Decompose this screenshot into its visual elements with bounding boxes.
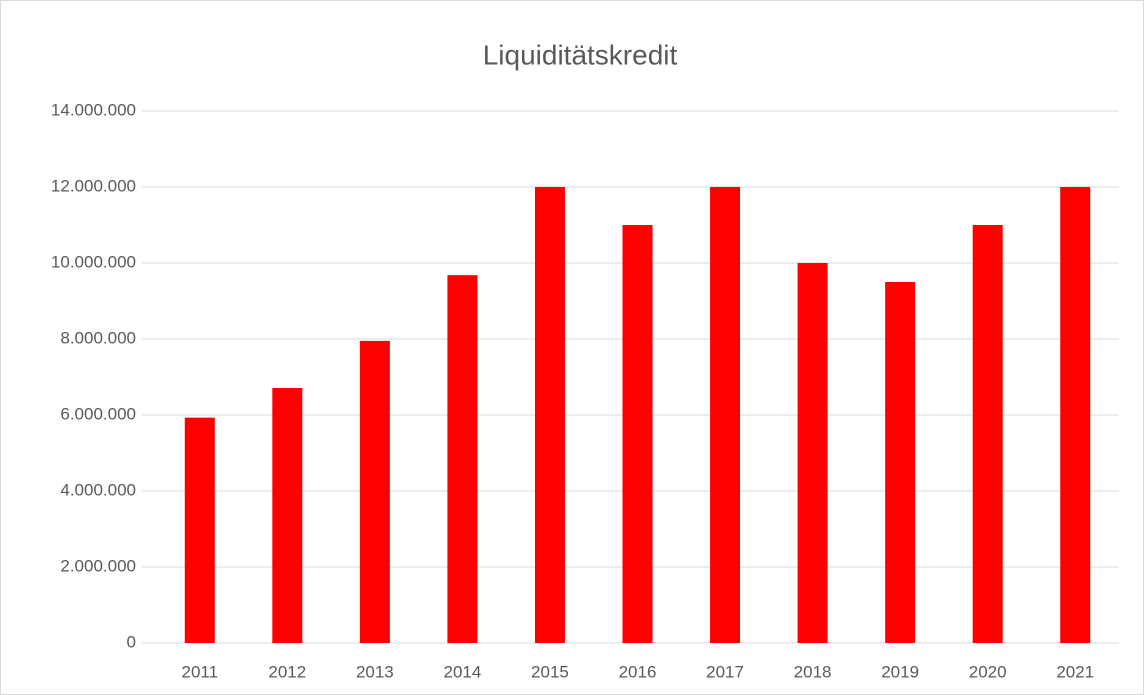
y-tick-label: 0: [127, 632, 136, 651]
x-tick-label: 2019: [881, 662, 919, 681]
x-tick-label: 2012: [268, 662, 306, 681]
chart-title: Liquiditätskredit: [483, 39, 678, 70]
bar: [710, 187, 741, 643]
x-tick-label: 2013: [356, 662, 394, 681]
bar: [1060, 187, 1091, 643]
x-tick-label: 2020: [969, 662, 1007, 681]
bar: [797, 263, 828, 643]
y-tick-label: 12.000.000: [51, 176, 136, 195]
bar: [272, 388, 303, 643]
x-tick-label: 2018: [794, 662, 832, 681]
x-tick-label: 2017: [706, 662, 744, 681]
y-tick-label: 8.000.000: [60, 328, 136, 347]
x-tick-label: 2011: [181, 662, 218, 681]
y-tick-label: 10.000.000: [51, 252, 136, 271]
bar: [972, 225, 1003, 643]
y-tick-label: 14.000.000: [51, 100, 136, 119]
y-tick-label: 6.000.000: [60, 404, 136, 423]
x-tick-label: 2021: [1056, 662, 1094, 681]
bar: [447, 275, 478, 643]
bar: [534, 187, 565, 643]
y-tick-label: 4.000.000: [60, 480, 136, 499]
x-tick-label: 2014: [443, 662, 481, 681]
x-tick-label: 2016: [619, 662, 657, 681]
x-tick-label: 2015: [531, 662, 569, 681]
bar: [184, 417, 215, 643]
bar: [885, 282, 916, 643]
bar: [359, 340, 390, 643]
y-tick-label: 2.000.000: [60, 556, 136, 575]
bar: [622, 225, 653, 643]
